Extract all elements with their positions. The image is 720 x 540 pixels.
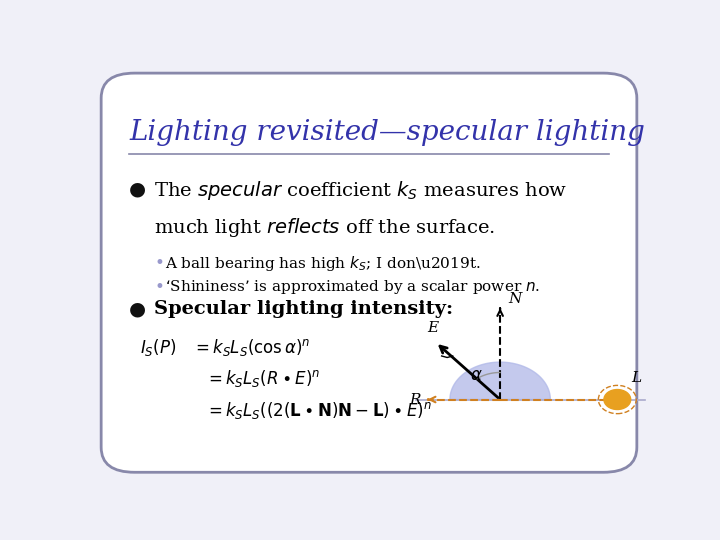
Text: $\qquad\qquad= k_S L_S ((2(\mathbf{L} \bullet \mathbf{N})\mathbf{N} - \mathbf{L}: $\qquad\qquad= k_S L_S ((2(\mathbf{L} \b…: [140, 400, 432, 421]
Circle shape: [604, 389, 631, 409]
Text: R: R: [410, 393, 421, 407]
Polygon shape: [450, 362, 550, 400]
Text: N: N: [508, 292, 522, 306]
Text: ‘Shininess’ is approximated by a scalar power $n$.: ‘Shininess’ is approximated by a scalar …: [166, 278, 541, 296]
Text: •: •: [154, 254, 164, 272]
Text: Lighting revisited—specular lighting: Lighting revisited—specular lighting: [129, 119, 645, 146]
Text: •: •: [154, 278, 164, 296]
Text: ●: ●: [129, 179, 146, 198]
Text: E: E: [427, 321, 438, 335]
Text: $\alpha$: $\alpha$: [470, 366, 483, 383]
Text: Specular lighting intensity:: Specular lighting intensity:: [154, 300, 454, 318]
Text: A ball bearing has high $k_S$; I don\u2019t.: A ball bearing has high $k_S$; I don\u20…: [166, 254, 481, 273]
Text: L: L: [631, 371, 642, 385]
FancyBboxPatch shape: [101, 73, 637, 472]
Text: ●: ●: [129, 300, 146, 319]
Text: The $\it{specular}$ coefficient $k_S$ measures how: The $\it{specular}$ coefficient $k_S$ me…: [154, 179, 567, 202]
Text: $I_S(P)\quad = k_S L_S (\cos \alpha)^n$: $I_S(P)\quad = k_S L_S (\cos \alpha)^n$: [140, 337, 310, 358]
Text: much light $\it{reflects}$ off the surface.: much light $\it{reflects}$ off the surfa…: [154, 216, 495, 239]
Text: $\qquad\qquad= k_S L_S (R \bullet E)^n$: $\qquad\qquad= k_S L_S (R \bullet E)^n$: [140, 368, 320, 389]
